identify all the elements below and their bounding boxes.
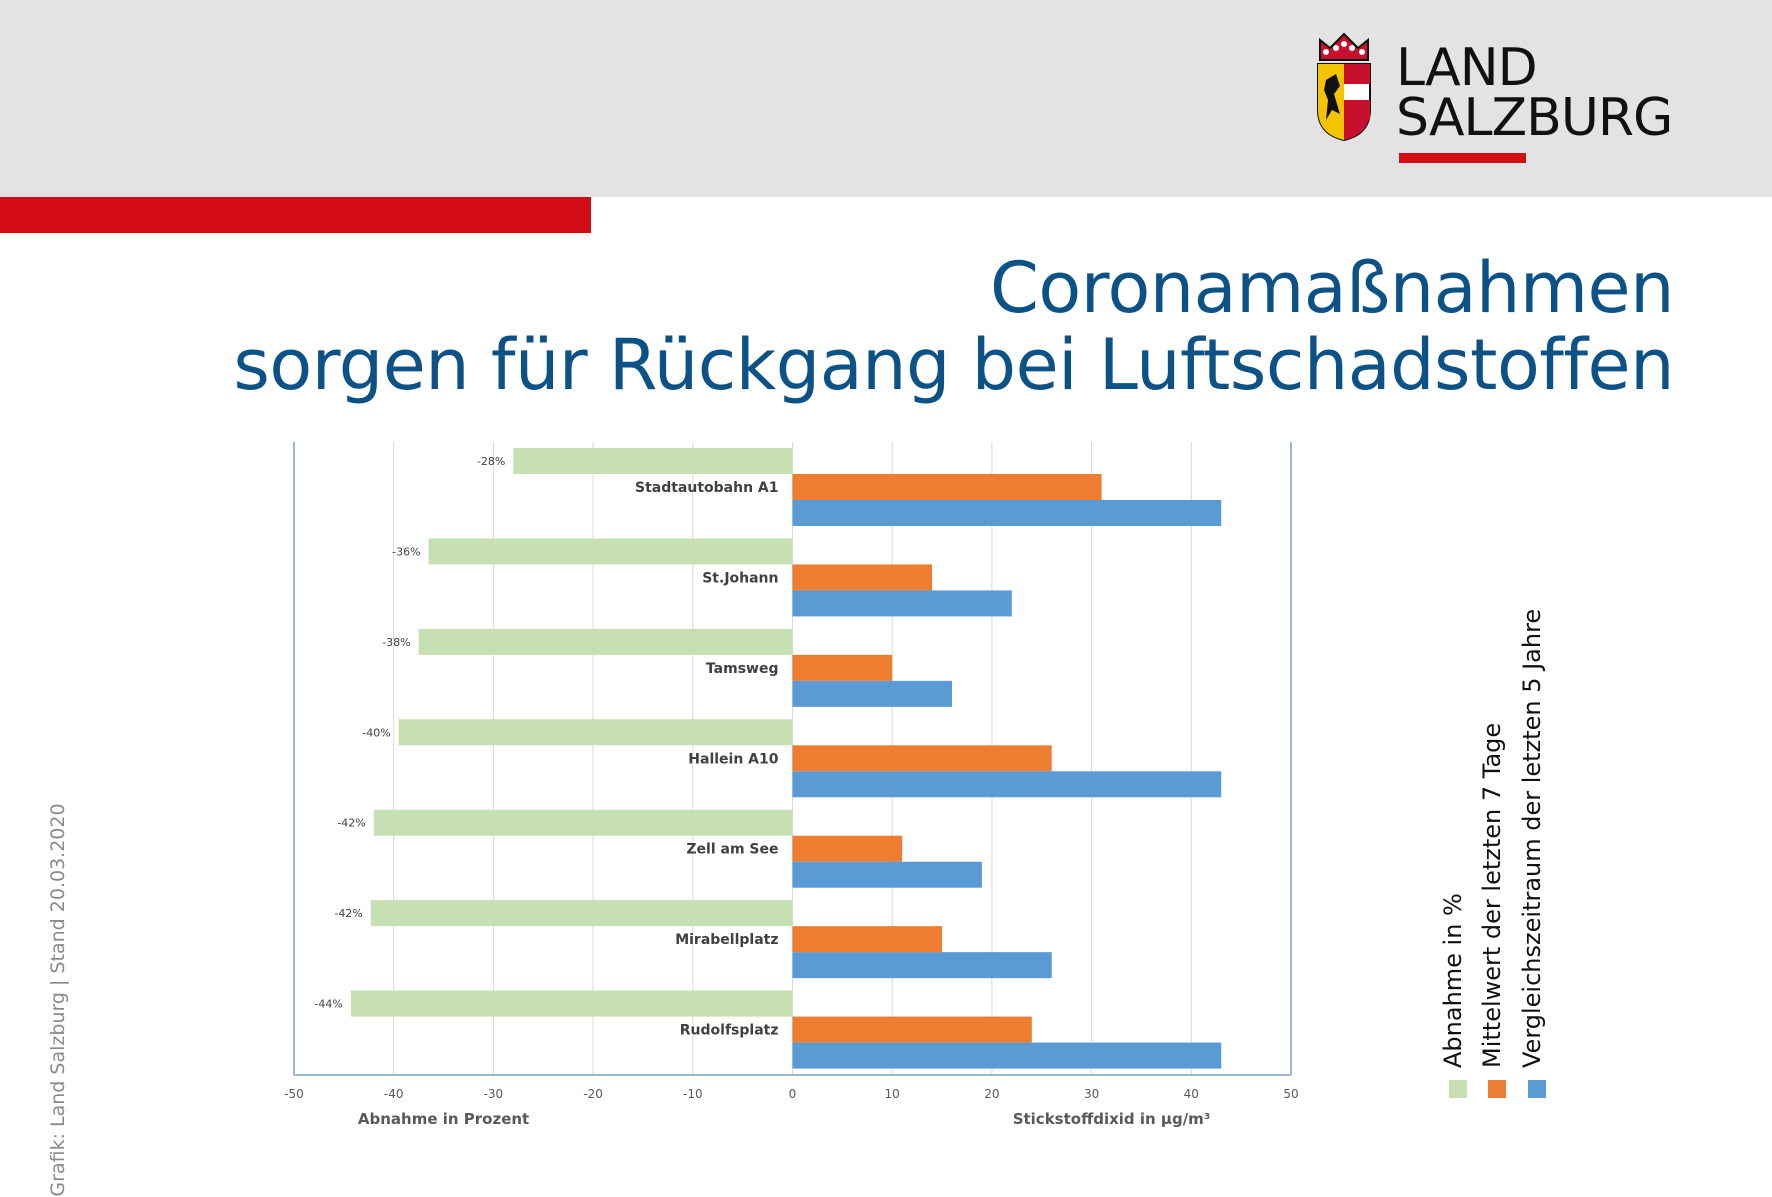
bar	[792, 861, 982, 888]
x-tick-label: -20	[583, 1087, 603, 1101]
bar	[513, 448, 793, 474]
bar	[428, 538, 793, 565]
data-label: -42%	[334, 907, 362, 920]
bar	[792, 835, 903, 862]
legend-swatch	[1528, 1080, 1546, 1098]
data-label: -44%	[314, 998, 342, 1011]
category-label: St.Johann	[702, 570, 778, 586]
bar	[398, 719, 793, 746]
x-tick-label: 50	[1283, 1087, 1298, 1101]
x-tick-label: -30	[484, 1087, 504, 1101]
legend-label: Vergleichszeitraum der letzten 5 Jahre	[1518, 608, 1546, 1068]
bar	[792, 771, 1222, 798]
x-tick-label: 20	[984, 1087, 999, 1101]
bar	[792, 952, 1052, 979]
bar	[370, 900, 793, 927]
x-tick-label: 40	[1184, 1087, 1199, 1101]
salzburg-crest-icon	[1317, 32, 1371, 142]
bar	[792, 745, 1052, 772]
x-tick-label: -40	[384, 1087, 404, 1101]
bar	[792, 474, 1102, 500]
data-label: -38%	[382, 636, 410, 649]
category-label: Stadtautobahn A1	[635, 480, 779, 496]
bar	[792, 926, 943, 953]
title-line-1: Coronamaßnahmen	[990, 247, 1674, 329]
bar	[373, 809, 793, 836]
x-tick-label: -10	[683, 1087, 703, 1101]
legend-swatch	[1449, 1080, 1467, 1098]
x-axis-label-left: Abnahme in Prozent	[358, 1110, 529, 1128]
logo-underline	[1399, 153, 1526, 163]
category-label: Hallein A10	[688, 751, 778, 767]
bar	[792, 1042, 1222, 1069]
bar	[792, 590, 1012, 617]
legend-label: Abnahme in %	[1439, 893, 1467, 1068]
x-tick-label: 30	[1084, 1087, 1099, 1101]
category-label: Mirabellplatz	[675, 932, 778, 948]
land-salzburg-logo: LAND SALZBURG	[1312, 30, 1732, 170]
data-label: -36%	[392, 545, 420, 558]
category-label: Rudolfsplatz	[680, 1023, 779, 1039]
legend-swatch	[1488, 1080, 1506, 1098]
bar	[792, 680, 953, 707]
legend-label: Mittelwert der letzten 7 Tage	[1478, 722, 1506, 1068]
data-label: -28%	[477, 455, 505, 468]
bar	[350, 990, 793, 1017]
logo-word-salzburg: SALZBURG	[1396, 88, 1673, 148]
page-title: Coronamaßnahmen sorgen für Rückgang bei …	[233, 250, 1674, 404]
title-line-2: sorgen für Rückgang bei Luftschadstoffen	[233, 324, 1674, 406]
data-label: -40%	[362, 726, 390, 739]
bar	[418, 628, 793, 655]
category-label: Zell am See	[686, 842, 778, 858]
data-label: -42%	[337, 817, 365, 830]
x-tick-label: 0	[789, 1087, 797, 1101]
header-band	[0, 0, 1772, 197]
x-tick-label: 10	[885, 1087, 900, 1101]
bar	[792, 500, 1222, 526]
bar	[792, 564, 933, 591]
x-tick-label: -50	[284, 1087, 304, 1101]
bar	[792, 654, 893, 681]
accent-stripe	[0, 197, 591, 233]
x-axis-label-right: Stickstoffdixid in µg/m³	[1013, 1110, 1211, 1128]
logo-word-land: LAND	[1396, 38, 1538, 98]
bar	[792, 1016, 1032, 1043]
category-label: Tamsweg	[706, 661, 779, 677]
